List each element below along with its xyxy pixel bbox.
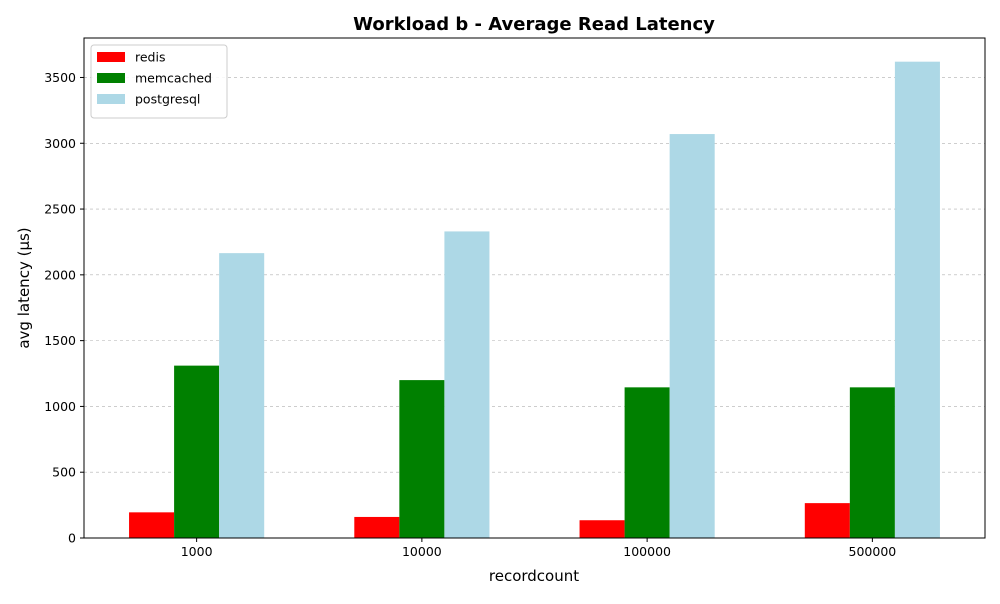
legend: redis memcached postgresql: [90, 44, 228, 119]
x-tick-label: 500000: [849, 544, 897, 559]
legend-swatch-postgresql: [97, 94, 125, 104]
x-tick-label: 10000: [402, 544, 442, 559]
bar-memcached-1000: [174, 365, 220, 538]
bar-postgresql-1000: [219, 253, 265, 538]
bar-memcached-500000: [849, 387, 895, 538]
legend-swatch-redis: [97, 52, 125, 62]
y-tick-label: 1500: [44, 333, 76, 348]
plot-frame: [83, 37, 986, 539]
y-tick-label: 500: [52, 465, 76, 480]
y-tick-label: 3000: [44, 136, 76, 151]
bar-postgresql-100000: [669, 134, 715, 539]
x-tick-label: 1000: [181, 544, 213, 559]
bar-postgresql-10000: [444, 231, 490, 538]
x-axis-label: recordcount: [489, 567, 579, 585]
y-tick-label: 2500: [44, 202, 76, 217]
y-tick-label: 1000: [44, 399, 76, 414]
legend-label-redis: redis: [135, 50, 165, 65]
legend-swatch-memcached: [97, 73, 125, 83]
legend-label-postgresql: postgresql: [135, 92, 200, 107]
x-tick-label: 100000: [623, 544, 671, 559]
bar-memcached-10000: [399, 380, 445, 538]
bar-postgresql-500000: [894, 61, 940, 539]
y-tick-label: 2000: [44, 267, 76, 282]
bars: [129, 61, 940, 539]
bar-redis-1000: [129, 512, 175, 538]
bar-memcached-100000: [624, 387, 670, 538]
chart-title: Workload b - Average Read Latency: [353, 14, 715, 35]
legend-label-memcached: memcached: [135, 71, 212, 86]
axes: 0 500 1000 1500 2000 2500 3000 3500 1000 10000 100…: [44, 37, 986, 559]
bar-redis-100000: [579, 520, 625, 538]
bar-redis-500000: [804, 503, 850, 538]
y-tick-label: 3500: [44, 70, 76, 85]
y-axis-label: avg latency (µs): [15, 227, 33, 348]
y-tick-label: 0: [68, 531, 76, 546]
bar-redis-10000: [354, 516, 400, 538]
